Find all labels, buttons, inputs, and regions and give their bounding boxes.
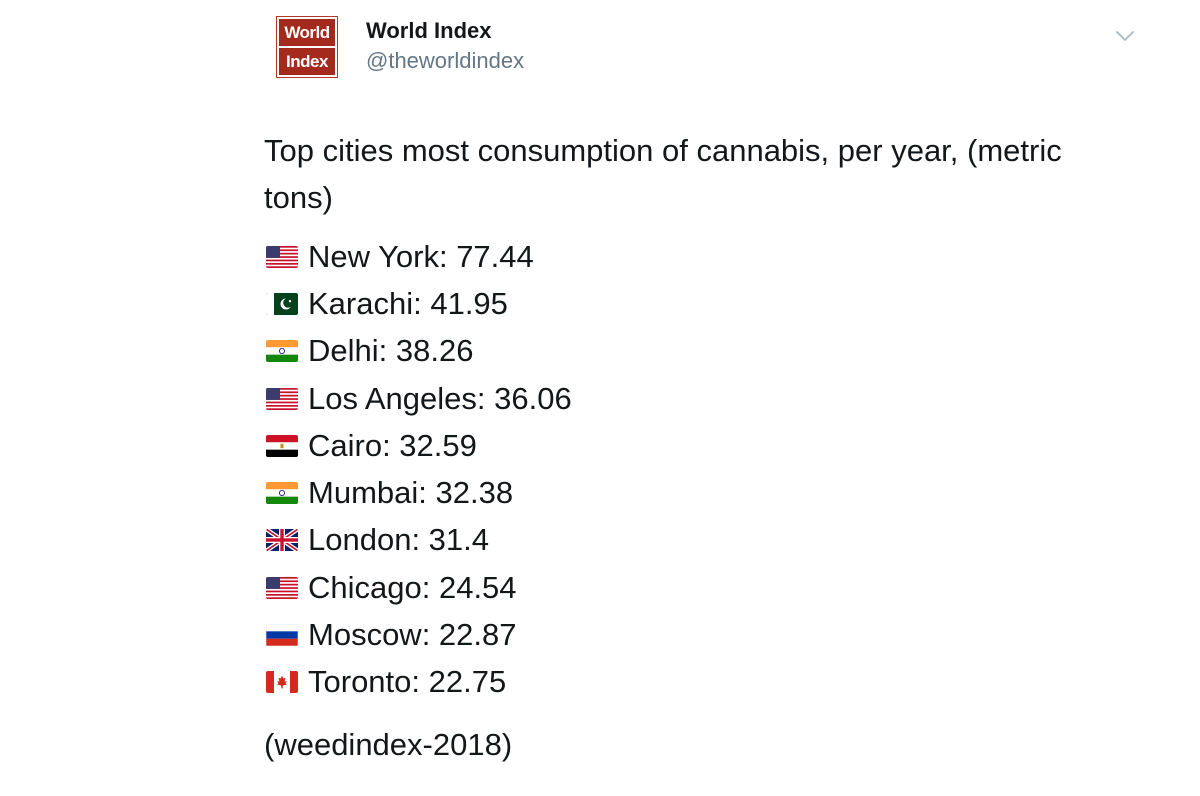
list-item-text: Mumbai: 32.38: [308, 475, 514, 511]
list-item: Toronto: 22.75: [264, 659, 572, 706]
list-item: Moscow: 22.87: [264, 611, 572, 658]
pk-flag-icon: [266, 292, 298, 315]
us-flag-icon: [266, 387, 298, 410]
avatar-logo-line-1: World: [279, 19, 335, 46]
list-item: Cairo: 32.59: [264, 422, 572, 469]
list-item-text: Karachi: 41.95: [308, 285, 508, 321]
list-item: London: 31.4: [264, 517, 572, 564]
city-list: New York: 77.44 Karachi: 41.95: [264, 233, 572, 706]
ca-flag-icon: [266, 671, 298, 694]
list-item-text: London: 31.4: [308, 522, 490, 558]
gb-flag-icon: [266, 529, 298, 552]
tweet-text: Top cities most consumption of cannabis,…: [264, 133, 1062, 215]
source-note: (weedindex-2018): [264, 727, 513, 762]
list-item-text: Toronto: 22.75: [308, 664, 507, 700]
avatar[interactable]: World Index: [276, 16, 338, 78]
list-item-text: Cairo: 32.59: [308, 427, 477, 463]
user-handle[interactable]: @theworldindex: [366, 48, 525, 73]
list-item: Mumbai: 32.38: [264, 469, 572, 516]
in-flag-icon: [266, 482, 298, 505]
list-item: Karachi: 41.95: [264, 280, 572, 327]
avatar-logo-line-2: Index: [279, 48, 335, 75]
list-item-text: New York: 77.44: [308, 238, 534, 274]
list-item-text: Chicago: 24.54: [308, 569, 517, 605]
ru-flag-icon: [266, 624, 298, 647]
eg-flag-icon: [266, 434, 298, 457]
chevron-down-icon[interactable]: [1112, 24, 1138, 48]
list-item: New York: 77.44: [264, 233, 572, 280]
list-item-text: Delhi: 38.26: [308, 333, 474, 369]
in-flag-icon: [266, 340, 298, 363]
display-name[interactable]: World Index: [366, 18, 492, 43]
us-flag-icon: [266, 245, 298, 268]
list-item: Delhi: 38.26: [264, 328, 572, 375]
us-flag-icon: [266, 576, 298, 599]
list-item-text: Los Angeles: 36.06: [308, 380, 572, 416]
list-item-text: Moscow: 22.87: [308, 617, 517, 653]
list-item: Los Angeles: 36.06: [264, 375, 572, 422]
list-item: Chicago: 24.54: [264, 564, 572, 611]
